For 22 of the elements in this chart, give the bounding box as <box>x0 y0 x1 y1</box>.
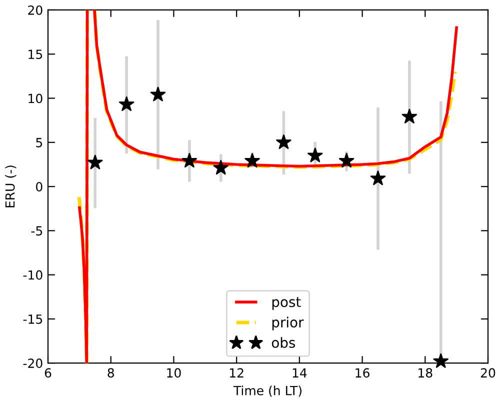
legend-label: obs <box>272 337 296 348</box>
x-tick-label: 18 <box>418 368 432 378</box>
y-tick-label: 5 <box>36 138 42 148</box>
legend-label: prior <box>272 316 304 330</box>
x-axis-title: Time (h LT) <box>233 386 302 397</box>
x-tick-label: 6 <box>44 368 52 378</box>
y-axis-title: ERU (-) <box>5 166 16 208</box>
x-tick-label: 20 <box>480 368 496 378</box>
y-tick-label: -5 <box>31 226 42 236</box>
y-tick-label: -20 <box>23 358 42 368</box>
x-tick-label: 12 <box>230 368 244 378</box>
y-tick-label: -15 <box>23 314 42 324</box>
x-tick-label: 10 <box>167 368 181 378</box>
x-tick-label: 16 <box>356 368 370 378</box>
legend-label: post <box>272 297 301 310</box>
y-tick-label: 10 <box>28 94 42 104</box>
y-tick-label: 20 <box>28 5 42 15</box>
y-tick-label: 15 <box>28 50 42 60</box>
x-tick-label: 14 <box>292 368 307 378</box>
y-tick-label: -10 <box>23 270 42 280</box>
y-tick-label: 0 <box>36 182 42 192</box>
x-tick-label: 8 <box>108 368 114 378</box>
